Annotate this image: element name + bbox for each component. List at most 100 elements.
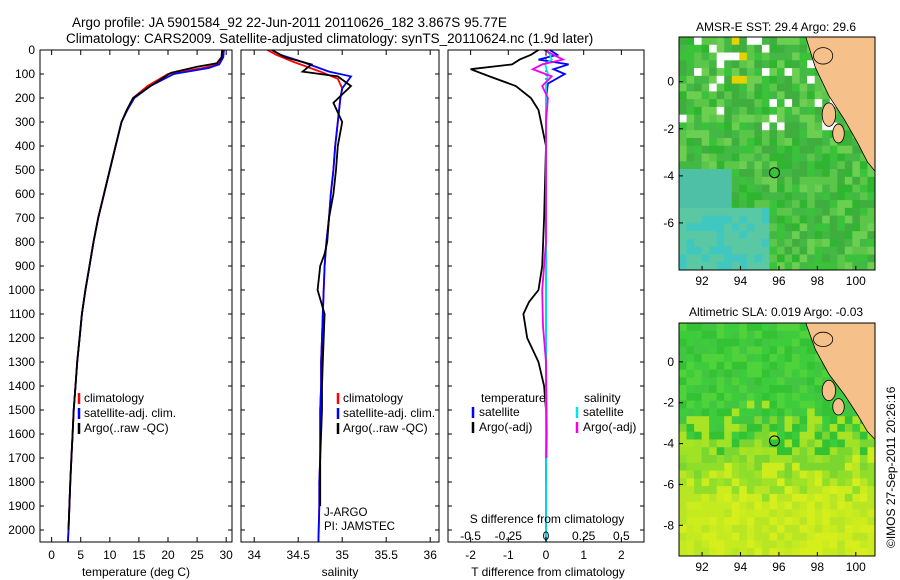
sst-map-island bbox=[821, 102, 837, 127]
sla-map-cell bbox=[724, 470, 733, 479]
sst-map-cell bbox=[761, 75, 770, 84]
sla-map-cell bbox=[701, 462, 710, 471]
sst-map-cell bbox=[731, 246, 740, 255]
sst-map-cell bbox=[784, 83, 793, 92]
sst-map-cell bbox=[784, 207, 793, 217]
sla-map-cell bbox=[724, 548, 733, 557]
sla-map-cell bbox=[754, 408, 763, 417]
sla-map-cell bbox=[716, 385, 725, 394]
sst-map-cell bbox=[754, 192, 763, 201]
sst-map-xtick-label: 96 bbox=[772, 274, 786, 288]
sst-map-cell bbox=[761, 106, 770, 116]
sla-map-cell bbox=[716, 392, 725, 402]
sst-map-cell bbox=[807, 231, 816, 240]
sla-map-cell bbox=[724, 431, 733, 440]
sst-map-cell bbox=[807, 192, 816, 201]
sla-map-cell bbox=[686, 400, 695, 409]
sla-map-cell bbox=[859, 462, 868, 471]
sst-map-cell bbox=[769, 184, 778, 193]
sla-map-cell bbox=[867, 532, 876, 541]
sst-map-cell bbox=[679, 60, 687, 69]
sla-map-cell bbox=[746, 369, 755, 378]
sst-map-cell bbox=[859, 238, 868, 248]
sst-map-cell bbox=[724, 153, 733, 162]
sst-map-cell bbox=[807, 176, 816, 185]
sla-map-cell bbox=[746, 470, 755, 479]
salinity-xtick-label: 36 bbox=[424, 548, 438, 562]
sla-map-cell bbox=[859, 509, 868, 518]
sst-map-cell bbox=[731, 122, 740, 131]
sst-map-cell bbox=[859, 223, 868, 232]
sst-map-cell bbox=[686, 246, 695, 255]
sla-map-cell bbox=[746, 408, 755, 417]
sst-map-cell bbox=[709, 83, 718, 92]
sst-map-cell bbox=[761, 246, 770, 255]
sla-map-cell bbox=[686, 408, 695, 417]
sla-map-cell bbox=[686, 361, 695, 370]
sst-map-cell bbox=[859, 207, 868, 217]
sla-map-cell bbox=[686, 416, 695, 425]
sla-map-cell bbox=[754, 392, 763, 402]
sla-map-cell bbox=[739, 486, 748, 495]
sst-map-cell bbox=[837, 200, 846, 209]
sst-map-cell bbox=[761, 68, 770, 77]
sla-map-cell bbox=[799, 548, 808, 557]
sst-map-cell bbox=[792, 192, 801, 201]
sst-map-cell bbox=[852, 246, 861, 255]
sla-map-cell bbox=[709, 361, 718, 370]
sla-map-cell bbox=[739, 431, 748, 440]
sla-map-cell bbox=[709, 439, 718, 448]
sla-map-cell bbox=[731, 408, 740, 417]
sla-map-cell bbox=[829, 431, 838, 440]
sst-map-cell bbox=[799, 130, 808, 139]
sst-map-cell bbox=[701, 254, 710, 263]
sla-map-cell bbox=[844, 447, 853, 456]
sst-map-cell bbox=[731, 231, 740, 240]
sst-map-cell bbox=[739, 153, 748, 162]
sst-map-cell bbox=[754, 130, 763, 139]
sst-map-cell bbox=[694, 37, 703, 46]
sla-map-cell bbox=[701, 517, 710, 526]
sla-map-cell bbox=[799, 501, 808, 510]
temperature-ytick-label: 1000 bbox=[8, 283, 35, 297]
sst-map-cell bbox=[731, 106, 740, 116]
sla-map-cell bbox=[784, 493, 793, 503]
sst-map-cell bbox=[731, 200, 740, 209]
salinity-legend-label: satellite-adj. clim. bbox=[343, 406, 435, 420]
sla-map-cell bbox=[724, 423, 733, 433]
sla-map-cell bbox=[731, 524, 740, 534]
sst-map-cell bbox=[844, 231, 853, 240]
sst-map-cell bbox=[769, 169, 778, 178]
sst-map-cell bbox=[814, 137, 823, 147]
sst-map-cell bbox=[799, 153, 808, 162]
sla-map-cell bbox=[694, 524, 703, 534]
sla-map-cell bbox=[829, 478, 838, 487]
sst-map-cell bbox=[784, 238, 793, 248]
sla-map-cell bbox=[709, 447, 718, 456]
sla-map-cell bbox=[792, 431, 801, 440]
sla-map-cell bbox=[807, 400, 816, 409]
sst-map-cell bbox=[746, 145, 755, 154]
sst-map-cell bbox=[769, 145, 778, 154]
sst-map-cell bbox=[799, 106, 808, 116]
sla-map-cell bbox=[792, 330, 801, 339]
sla-map-cell bbox=[716, 377, 725, 386]
sst-map-cell bbox=[679, 215, 687, 224]
sla-map-cell bbox=[792, 462, 801, 471]
sst-map-cell bbox=[694, 91, 703, 100]
sla-map-cell bbox=[777, 338, 785, 347]
sst-map-cell bbox=[694, 176, 703, 185]
sla-map-cell bbox=[716, 323, 725, 332]
sla-map-cell bbox=[761, 462, 770, 471]
sst-map-cell bbox=[679, 145, 687, 154]
sst-map-cell bbox=[792, 91, 801, 100]
sla-map-cell bbox=[754, 361, 763, 370]
sst-map-cell bbox=[761, 176, 770, 185]
sla-map-cell bbox=[746, 330, 755, 339]
sla-map-cell bbox=[709, 392, 718, 402]
sla-map-cell bbox=[731, 478, 740, 487]
sla-map-cell bbox=[701, 354, 710, 363]
sst-map-cell bbox=[739, 137, 748, 147]
sst-map-cell bbox=[777, 68, 785, 77]
